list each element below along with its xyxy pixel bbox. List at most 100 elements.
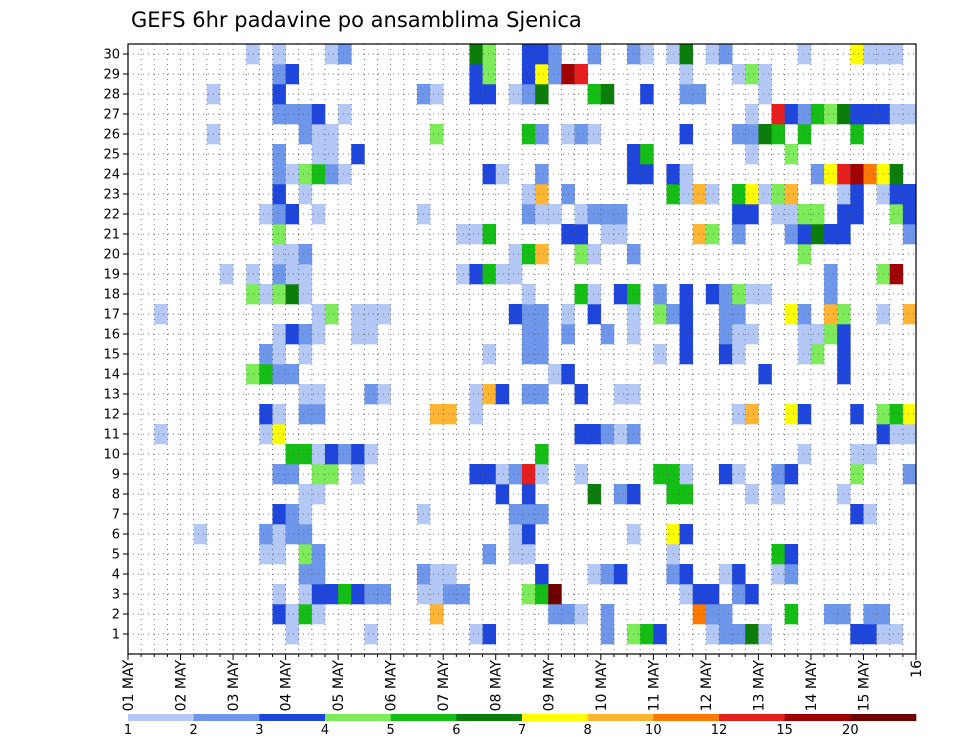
precip-cell [272, 324, 286, 345]
precip-cell [679, 184, 694, 205]
precip-cell [351, 444, 365, 465]
precip-cell [587, 564, 602, 585]
precip-cell [272, 264, 286, 285]
precip-cell [719, 324, 733, 345]
precip-cell [902, 424, 917, 445]
precip-cell [272, 64, 286, 85]
precip-cell [719, 284, 733, 305]
precip-cell [272, 184, 286, 205]
y-axis-ticks: 1234567891011121314151617181920212223242… [103, 48, 128, 643]
precip-cell [679, 284, 694, 305]
precip-cell [824, 284, 838, 305]
precip-cell [574, 204, 588, 225]
precip-cell [850, 504, 864, 525]
precip-cell [259, 344, 273, 365]
precip-cell [285, 104, 300, 125]
precip-cell [535, 564, 549, 585]
y-tick-label: 30 [103, 48, 120, 63]
precip-cell [535, 384, 549, 405]
precip-cell [784, 304, 799, 325]
precip-cell [705, 44, 720, 65]
precip-cell [889, 204, 904, 225]
precip-cell [298, 324, 313, 345]
precip-cell [902, 104, 917, 125]
x-date-label: 13 MAY [751, 660, 767, 712]
precip-cell [298, 184, 313, 205]
precip-cell [259, 524, 273, 545]
precip-cell [784, 604, 799, 625]
precip-cell [679, 324, 694, 345]
x-date-label: 01 MAY [121, 660, 137, 712]
precip-cell [259, 284, 273, 305]
precip-cell [482, 344, 497, 365]
precip-cell [745, 204, 759, 225]
precip-cell [154, 304, 168, 325]
precip-cell [285, 264, 300, 285]
precip-cell [600, 224, 615, 245]
precip-cell [219, 264, 234, 285]
precip-cell [548, 44, 562, 65]
precip-cell [351, 584, 365, 605]
precip-cell [640, 84, 654, 105]
precip-cell [298, 544, 313, 565]
precip-cell [272, 544, 286, 565]
precip-cell [719, 304, 733, 325]
precip-cell [298, 524, 313, 545]
x-date-label: 15 MAY [856, 660, 872, 712]
x-date-label: 06 MAY [384, 660, 400, 712]
precip-cell [272, 104, 286, 125]
precip-cell [469, 224, 483, 245]
precip-cell [482, 544, 497, 565]
precip-cell [430, 564, 444, 585]
precip-cell [810, 204, 825, 225]
y-tick-label: 23 [103, 188, 120, 203]
precip-cell [364, 444, 378, 465]
precip-cell [745, 624, 759, 645]
precip-cell [824, 324, 838, 345]
precip-cell [482, 264, 497, 285]
precip-cell [653, 344, 667, 365]
precip-cell [653, 464, 667, 485]
precip-cell [535, 584, 549, 605]
y-tick-label: 1 [112, 628, 120, 643]
precip-cell [535, 84, 549, 105]
precip-cell [850, 44, 864, 65]
precip-cell [535, 504, 549, 525]
precip-cell [298, 504, 313, 525]
precip-cell [745, 64, 759, 85]
precip-cell [705, 284, 720, 305]
precip-cell [824, 264, 838, 285]
precip-cell [325, 144, 339, 165]
precip-cell [719, 464, 733, 485]
y-tick-label: 22 [103, 208, 120, 223]
precip-cell [587, 484, 602, 505]
precip-cell [863, 104, 877, 125]
precip-cell [285, 64, 300, 85]
precip-cell [797, 444, 812, 465]
legend-label: 15 [776, 723, 793, 738]
precip-cell [351, 144, 365, 165]
precip-cell [272, 164, 286, 185]
precip-cell [574, 244, 588, 265]
precip-cell [600, 624, 615, 645]
precip-cell [508, 244, 523, 265]
precip-cell [758, 184, 772, 205]
precip-cell [508, 264, 523, 285]
y-tick-label: 14 [103, 368, 120, 383]
precip-cell [298, 604, 313, 625]
y-tick-label: 11 [103, 428, 120, 443]
precip-cell [535, 44, 549, 65]
y-tick-label: 8 [112, 488, 120, 503]
precip-cell [535, 164, 549, 185]
legend-label: 2 [190, 723, 198, 738]
precip-cell [613, 384, 628, 405]
precip-cell [797, 204, 812, 225]
legend-label: 1 [124, 723, 132, 738]
precip-cell [285, 444, 300, 465]
precip-cell [338, 164, 352, 185]
precip-cell [863, 444, 877, 465]
precip-cell [613, 204, 628, 225]
precip-cell [508, 84, 523, 105]
precip-cell [797, 304, 812, 325]
